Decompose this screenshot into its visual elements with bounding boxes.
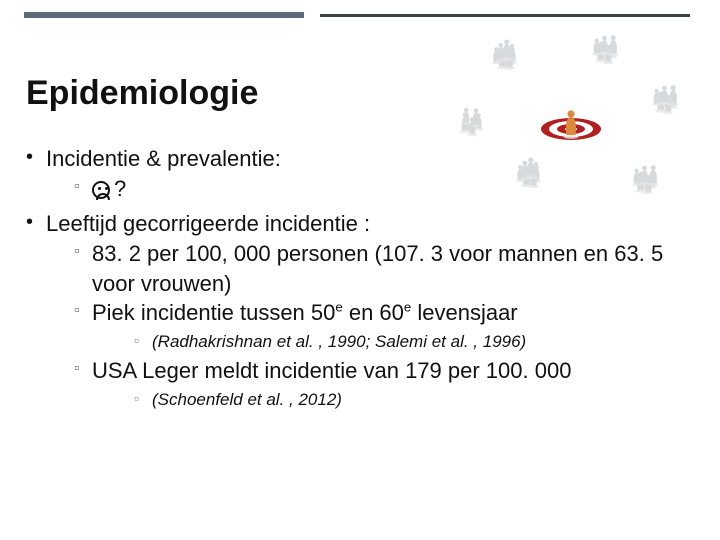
bullet-incidentie-prevalentie: Incidentie & prevalentie: bbox=[26, 144, 694, 174]
ord-1: e bbox=[335, 300, 342, 315]
slide-body: Incidentie & prevalentie: ? Leeftijd gec… bbox=[26, 140, 694, 413]
citation-schoenfeld: (Schoenfeld et al. , 2012) bbox=[26, 388, 694, 412]
sad-face-icon bbox=[92, 181, 110, 199]
top-rule-segment-dark bbox=[24, 12, 304, 18]
peak-mid: en 60 bbox=[343, 300, 404, 325]
citation-text: (Schoenfeld et al. , 2012) bbox=[152, 390, 342, 409]
bullet-leeftijd-incidentie: Leeftijd gecorrigeerde incidentie : bbox=[26, 209, 694, 239]
sub-bullet-rate: 83. 2 per 100, 000 personen (107. 3 voor… bbox=[26, 239, 694, 298]
top-rule-segment-thin bbox=[320, 14, 690, 17]
rate-text: 83. 2 per 100, 000 personen (107. 3 voor… bbox=[92, 241, 663, 296]
peak-post: levensjaar bbox=[411, 300, 517, 325]
decorative-top-rule bbox=[0, 12, 720, 20]
sub-bullet-peak: Piek incidentie tussen 50e en 60e levens… bbox=[26, 298, 694, 328]
citation-text: (Radhakrishnan et al. , 1990; Salemi et … bbox=[152, 332, 526, 351]
peak-pre: Piek incidentie tussen 50 bbox=[92, 300, 335, 325]
sub-bullet-usa: USA Leger meldt incidentie van 179 per 1… bbox=[26, 356, 694, 386]
slide-title: Epidemiologie bbox=[26, 74, 258, 113]
bullet-text: Leeftijd gecorrigeerde incidentie : bbox=[46, 211, 370, 236]
usa-text: USA Leger meldt incidentie van 179 per 1… bbox=[92, 358, 571, 383]
bullet-text: Incidentie & prevalentie: bbox=[46, 146, 281, 171]
citation-radhakrishnan: (Radhakrishnan et al. , 1990; Salemi et … bbox=[26, 330, 694, 354]
sub-bullet-unknown: ? bbox=[26, 174, 694, 204]
question-text: ? bbox=[114, 176, 126, 201]
